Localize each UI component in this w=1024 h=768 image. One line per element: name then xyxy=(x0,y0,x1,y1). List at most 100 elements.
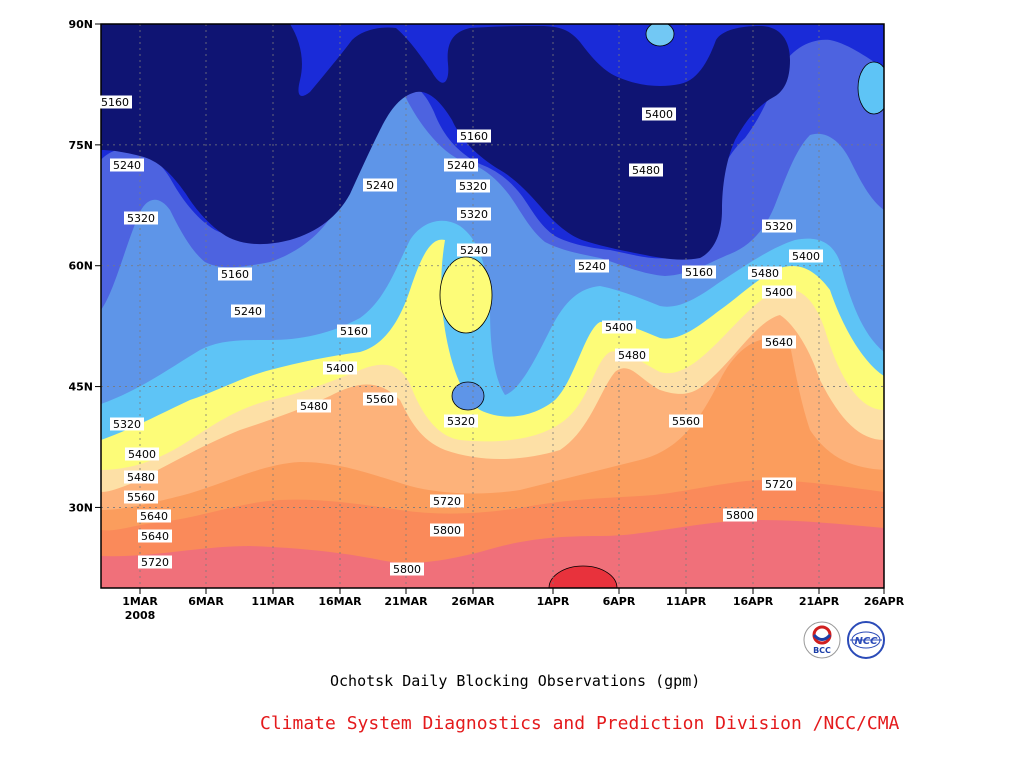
credit-line: Climate System Diagnostics and Predictio… xyxy=(260,713,900,734)
contour-label-box xyxy=(444,414,478,428)
contour-label: 5240 xyxy=(460,244,488,257)
ncc-logo: NCC xyxy=(847,621,885,659)
contour-label-box xyxy=(137,509,171,523)
contour-label-box xyxy=(723,508,757,522)
cyan-island-top xyxy=(645,24,675,47)
x-year-label: 2008 xyxy=(125,609,156,622)
contour-label: 5400 xyxy=(765,286,793,299)
contour-label: 5160 xyxy=(101,96,129,109)
svg-text:NCC: NCC xyxy=(854,636,878,647)
contour-label-box xyxy=(642,107,676,121)
heatmap-fill xyxy=(101,24,884,588)
contour-label: 5800 xyxy=(433,524,461,537)
x-tick-label: 1APR xyxy=(537,595,570,608)
x-axis: 1MAR 6MAR 11MAR 16MAR 21MAR 26MAR 1APR 6APR 11AP… xyxy=(122,588,905,622)
contour-label: 5560 xyxy=(127,491,155,504)
contour-label-box xyxy=(789,249,823,263)
contour-label-box xyxy=(629,163,663,177)
contour-label: 5560 xyxy=(672,415,700,428)
contour-label-box xyxy=(444,158,478,172)
contour-label-box xyxy=(218,267,252,281)
contour-label: 5480 xyxy=(751,267,779,280)
contour-label-box xyxy=(456,179,490,193)
contour-label: 5240 xyxy=(113,159,141,172)
contour-label: 5480 xyxy=(618,349,646,362)
y-tick-label: 90N xyxy=(68,18,93,31)
warm-island-26mar xyxy=(439,256,493,334)
contour-labels: 5160 5240 5320 5160 5240 5160 5240 5320 5240 5320… xyxy=(98,95,823,576)
band-deep-low xyxy=(101,24,790,260)
cyan-island-right xyxy=(857,61,884,115)
contour-label-box xyxy=(602,320,636,334)
contour-label-box xyxy=(297,399,331,413)
contour-label-box xyxy=(231,304,265,318)
contour-label-box xyxy=(430,494,464,508)
contour-label: 5400 xyxy=(128,448,156,461)
contour-label: 5480 xyxy=(632,164,660,177)
contour-label-box xyxy=(110,158,144,172)
contour-label-box xyxy=(430,523,464,537)
contour-label: 5320 xyxy=(460,208,488,221)
contour-label-box xyxy=(682,265,716,279)
contour-label: 5800 xyxy=(726,509,754,522)
contour-label-box xyxy=(337,324,371,338)
chart-title: Ochotsk Daily Blocking Observations (gpm… xyxy=(330,672,701,690)
contour-label: 5720 xyxy=(141,556,169,569)
contour-label: 5240 xyxy=(447,159,475,172)
contour-label: 5560 xyxy=(366,393,394,406)
contour-label: 5160 xyxy=(460,130,488,143)
contour-label-box xyxy=(124,490,158,504)
x-tick-label: 16APR xyxy=(733,595,774,608)
contour-label-box xyxy=(748,266,782,280)
x-tick-label: 6MAR xyxy=(188,595,224,608)
contour-label: 5720 xyxy=(765,478,793,491)
contour-label: 5320 xyxy=(765,220,793,233)
contour-label-box xyxy=(110,417,144,431)
y-axis: 30N 45N 60N 75N 90N xyxy=(68,18,101,514)
contour-label-box xyxy=(363,392,397,406)
x-tick-label: 21MAR xyxy=(384,595,428,608)
y-tick-label: 45N xyxy=(68,381,93,394)
contour-label-box xyxy=(762,285,796,299)
contour-label: 5240 xyxy=(578,260,606,273)
hot-island-3apr xyxy=(548,565,618,588)
contour-label: 5640 xyxy=(141,530,169,543)
y-tick-label: 75N xyxy=(68,139,93,152)
x-tick-label: 1MAR xyxy=(122,595,158,608)
svg-text:BCC: BCC xyxy=(813,646,831,655)
x-tick-label: 6APR xyxy=(603,595,636,608)
contour-label: 5320 xyxy=(127,212,155,225)
contour-label: 5320 xyxy=(447,415,475,428)
contour-label-box xyxy=(390,562,424,576)
contour-label: 5400 xyxy=(605,321,633,334)
contour-label: 5160 xyxy=(340,325,368,338)
contour-label: 5480 xyxy=(127,471,155,484)
contour-label: 5400 xyxy=(792,250,820,263)
contour-label: 5320 xyxy=(113,418,141,431)
contour-label-box xyxy=(457,243,491,257)
contour-label: 5400 xyxy=(645,108,673,121)
x-tick-label: 26MAR xyxy=(451,595,495,608)
contour-label-box xyxy=(124,211,158,225)
contour-label: 5800 xyxy=(393,563,421,576)
contour-label: 5400 xyxy=(326,362,354,375)
x-tick-label: 11APR xyxy=(666,595,707,608)
x-tick-label: 11MAR xyxy=(251,595,295,608)
contour-label-box xyxy=(762,335,796,349)
contour-label-box xyxy=(762,219,796,233)
cool-island-26mar xyxy=(451,381,485,411)
contour-label: 5640 xyxy=(765,336,793,349)
contour-label: 5640 xyxy=(140,510,168,523)
contour-label: 5160 xyxy=(221,268,249,281)
x-tick-label: 16MAR xyxy=(318,595,362,608)
contour-label-box xyxy=(363,178,397,192)
contour-label-box xyxy=(762,477,796,491)
contour-label-box xyxy=(323,361,357,375)
contour-label: 5480 xyxy=(300,400,328,413)
contour-label-box xyxy=(98,95,132,109)
y-tick-label: 60N xyxy=(68,260,93,273)
contour-label: 5160 xyxy=(685,266,713,279)
contour-label-box xyxy=(457,129,491,143)
contour-label-box xyxy=(457,207,491,221)
